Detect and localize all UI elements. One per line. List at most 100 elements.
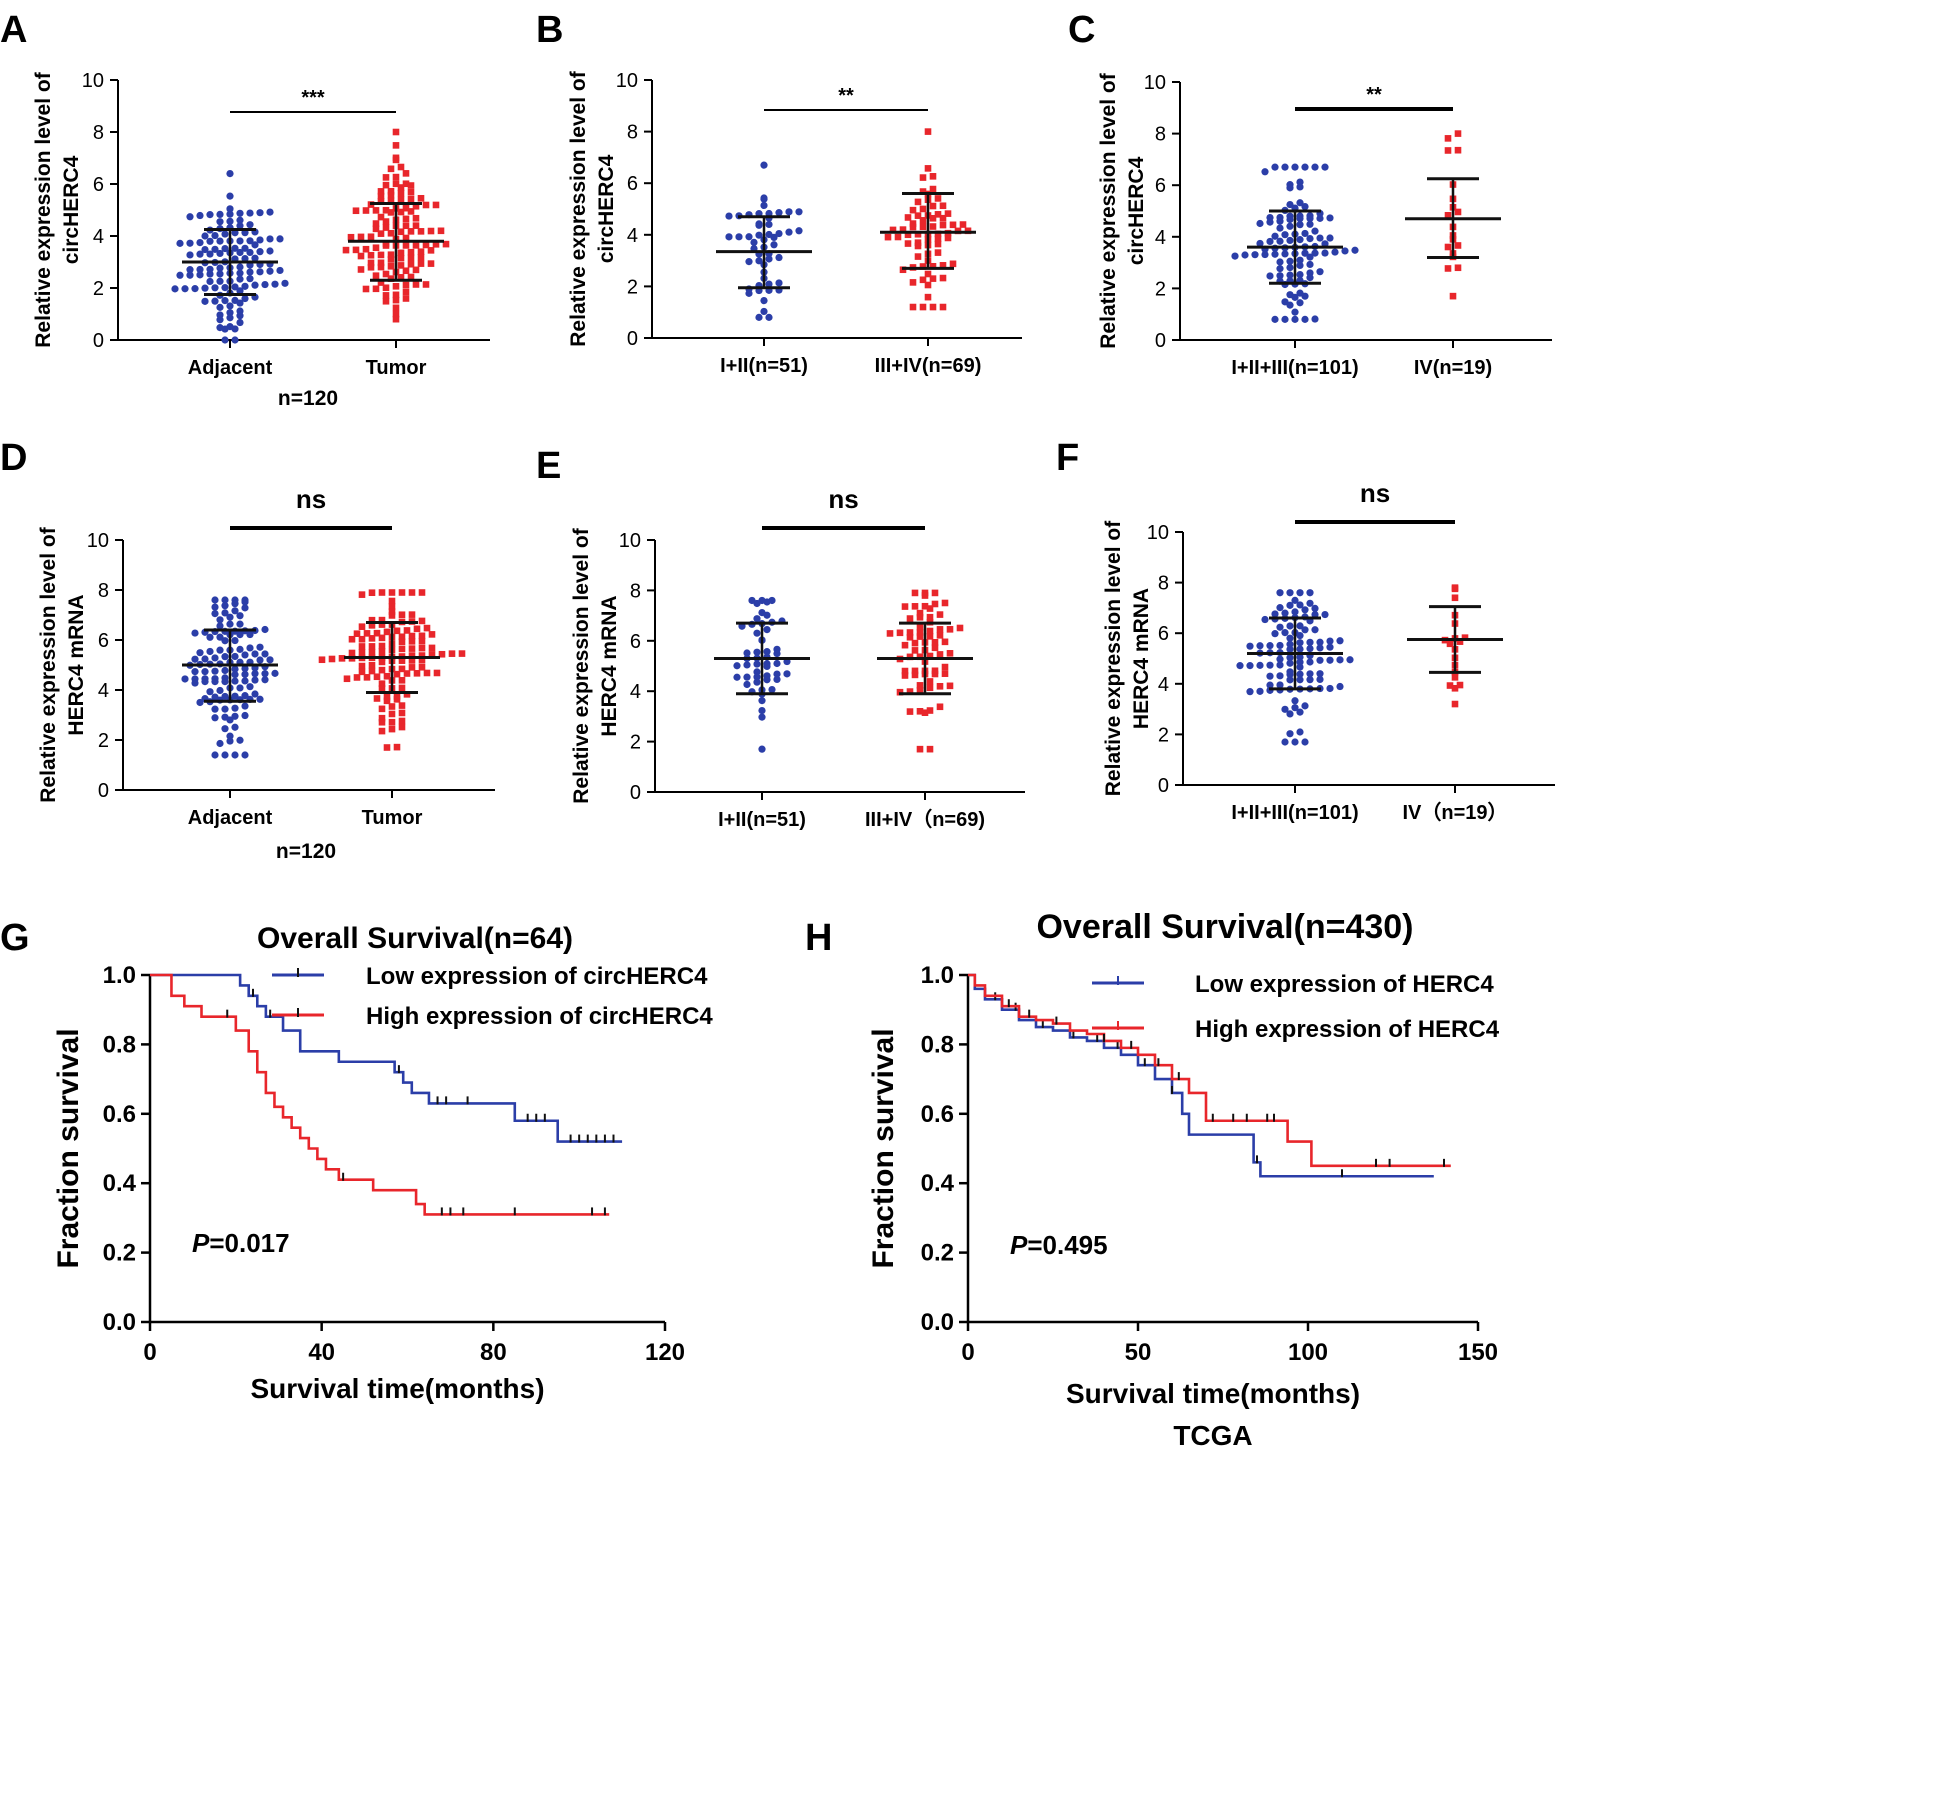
data-point — [1311, 604, 1319, 612]
data-point — [423, 624, 431, 632]
data-point — [388, 718, 396, 726]
data-point — [378, 616, 386, 624]
data-point — [226, 620, 234, 628]
data-point — [1286, 257, 1294, 265]
data-point — [1261, 615, 1269, 624]
data-point — [773, 675, 781, 684]
data-point — [367, 259, 375, 267]
data-point — [231, 692, 239, 700]
data-point — [936, 632, 944, 639]
data-point — [959, 221, 967, 228]
data-point — [236, 222, 244, 230]
data-point — [1454, 208, 1462, 216]
data-point — [1301, 202, 1309, 211]
data-point — [919, 205, 927, 213]
data-point — [196, 265, 204, 274]
data-point — [241, 598, 249, 606]
data-point — [201, 655, 209, 663]
data-point — [1451, 585, 1459, 593]
data-point — [1296, 670, 1304, 678]
data-point — [1286, 659, 1294, 667]
data-point — [1296, 214, 1304, 223]
data-point — [1286, 301, 1294, 309]
data-point — [398, 723, 406, 731]
data-point — [753, 668, 761, 676]
data-point — [427, 260, 435, 267]
data-point — [1296, 663, 1304, 671]
data-point — [926, 652, 934, 660]
data-point — [378, 589, 386, 596]
data-point — [926, 707, 934, 714]
data-point — [949, 221, 957, 229]
x-tick-label: Tumor — [366, 357, 427, 379]
data-point — [1271, 232, 1279, 240]
data-point — [785, 208, 793, 216]
data-point — [1306, 253, 1314, 261]
data-point — [906, 653, 914, 661]
data-point — [770, 241, 778, 249]
data-point — [236, 318, 244, 327]
data-point — [1276, 623, 1284, 631]
data-point — [753, 648, 761, 656]
data-point — [191, 285, 199, 293]
data-point — [1311, 249, 1319, 257]
data-point — [911, 667, 919, 675]
data-point — [382, 218, 390, 225]
data-point — [921, 592, 929, 599]
data-point — [236, 612, 244, 620]
data-point — [231, 704, 239, 712]
data-point — [1316, 268, 1324, 276]
data-point — [211, 284, 219, 292]
y-axis-label: Relative expression level of circHERC4 — [32, 71, 83, 347]
data-point — [916, 613, 924, 621]
data-point — [1271, 163, 1279, 171]
data-point — [408, 652, 416, 659]
data-point — [226, 314, 234, 322]
y-tick-label: 2 — [1155, 278, 1166, 300]
data-point — [397, 189, 405, 197]
data-point — [372, 244, 380, 252]
data-point — [216, 633, 224, 641]
data-point — [936, 626, 944, 633]
data-point — [186, 266, 194, 274]
data-point — [1286, 634, 1294, 642]
y-axis-label-line: Relative expression level of — [570, 527, 593, 803]
data-point — [939, 274, 947, 282]
data-point — [372, 220, 380, 227]
data-point — [899, 226, 907, 233]
data-point — [387, 191, 395, 199]
data-point — [378, 727, 386, 735]
data-point — [929, 262, 937, 270]
data-point — [1316, 670, 1324, 678]
data-point — [358, 623, 366, 630]
data-point — [358, 591, 366, 598]
data-point — [407, 195, 415, 203]
data-point — [1311, 610, 1319, 619]
data-point — [886, 630, 894, 637]
data-point — [171, 285, 179, 293]
data-point — [929, 202, 937, 210]
data-point — [906, 615, 914, 622]
data-point — [382, 181, 390, 189]
data-point — [1276, 672, 1284, 680]
data-point — [368, 643, 376, 650]
data-point — [939, 221, 947, 229]
data-point — [398, 677, 406, 684]
data-point — [906, 708, 914, 715]
data-point — [906, 629, 914, 636]
y-tick-label: 0.4 — [921, 1170, 955, 1197]
data-point — [241, 244, 249, 252]
x-tick-label: 0 — [143, 1339, 156, 1366]
panel-letter: E — [536, 445, 561, 487]
x-tick-label: IV(n=19) — [1414, 357, 1492, 379]
data-point — [427, 247, 435, 254]
data-point — [378, 666, 386, 674]
panel-h: H Overall Survival(n=430) 0.0 0.2 0.4 0.6 0.8 1… — [805, 908, 1500, 1451]
data-point — [1326, 637, 1334, 645]
data-point — [914, 242, 922, 250]
data-point — [931, 644, 939, 652]
data-point — [1444, 265, 1452, 272]
data-point — [919, 263, 927, 270]
data-point — [911, 647, 919, 654]
data-point — [760, 195, 768, 203]
